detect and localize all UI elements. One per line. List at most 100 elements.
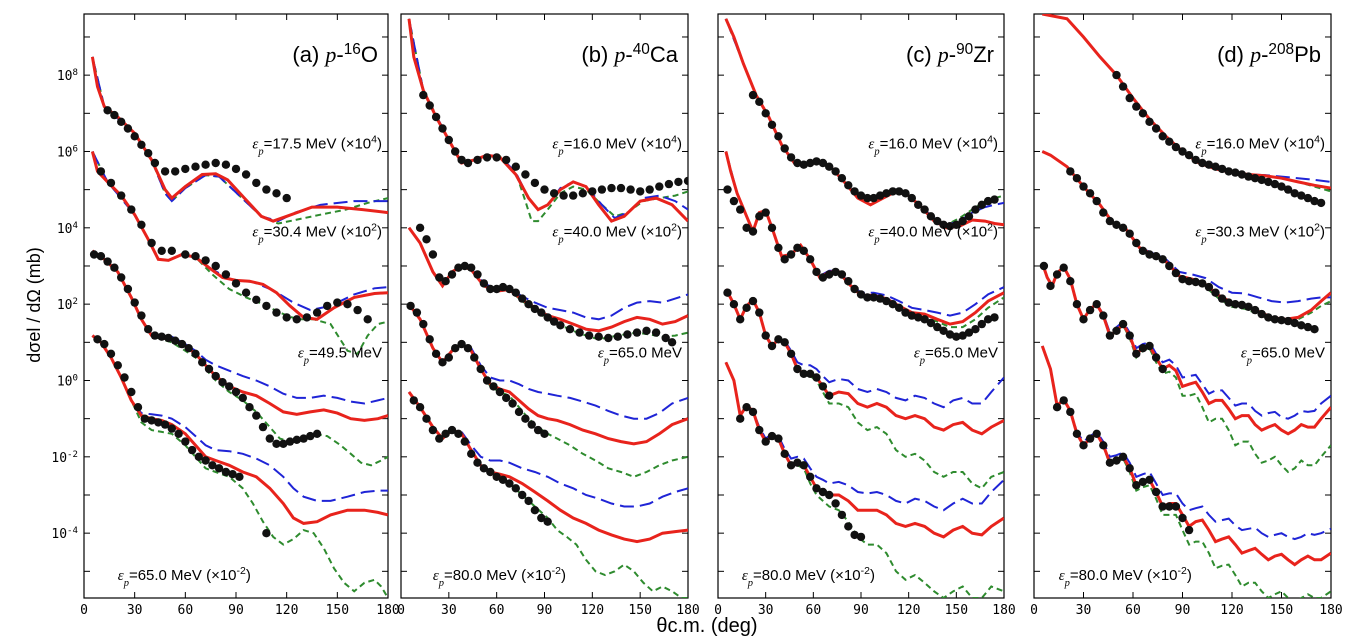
exp-point [642, 326, 651, 335]
exp-point [616, 183, 626, 193]
exp-point [1105, 216, 1115, 226]
exp-point [511, 288, 520, 297]
exp-point [343, 300, 352, 309]
exp-point [1132, 349, 1141, 358]
exp-point [806, 369, 815, 378]
exp-point [1184, 277, 1194, 286]
exp-point [1158, 132, 1167, 141]
exp-point [1132, 102, 1141, 111]
x-tick-label: 120 [897, 603, 920, 618]
exp-point [444, 353, 453, 362]
x-tick-label: 30 [1076, 603, 1092, 618]
exp-point [651, 328, 661, 337]
x-tick-label: 150 [628, 603, 651, 618]
plot-area [406, 18, 688, 598]
exp-point [850, 530, 859, 540]
exp-point [588, 187, 597, 196]
exp-point [1105, 458, 1115, 467]
exp-point [1099, 311, 1108, 320]
exp-point [636, 187, 645, 196]
exp-point [1165, 137, 1174, 146]
exp-point [482, 376, 492, 385]
x-tick-label: 60 [1125, 603, 1141, 618]
exp-point [285, 437, 295, 446]
exp-point [1066, 407, 1075, 417]
exp-point [761, 208, 770, 217]
exp-point [729, 300, 739, 309]
exp-point [958, 331, 967, 340]
exp-point [521, 414, 530, 423]
exp-point [265, 434, 274, 443]
exp-point [1184, 151, 1194, 160]
exp-point [1244, 172, 1253, 181]
exp-point [1151, 487, 1161, 497]
exp-point [225, 382, 234, 391]
curve-blue-dashed [724, 361, 1004, 512]
exp-point [977, 319, 986, 329]
energy-label: εp=16.0 MeV (×104) [868, 133, 998, 157]
exp-point [990, 313, 999, 322]
x-tick-label: 60 [806, 603, 822, 618]
exp-point [786, 250, 796, 259]
exp-point [933, 322, 942, 332]
exp-point [1217, 164, 1227, 174]
exp-point [228, 470, 237, 479]
x-tick-label: 0 [1030, 603, 1038, 618]
x-tick-label: 180 [992, 603, 1015, 618]
exp-point [1118, 319, 1128, 329]
exp-point [1178, 147, 1187, 156]
exp-point [837, 270, 847, 279]
exp-point [1118, 82, 1128, 91]
exp-point [1237, 170, 1247, 179]
exp-point [575, 328, 584, 337]
exp-point [1283, 316, 1293, 326]
exp-point [729, 196, 739, 206]
exp-point [441, 277, 450, 286]
exp-point [306, 431, 315, 441]
exp-point [187, 445, 197, 455]
exp-point [1297, 321, 1306, 330]
exp-point [780, 449, 789, 458]
exp-point [799, 461, 808, 470]
exp-point [130, 298, 139, 307]
exp-point [457, 339, 466, 349]
exp-point [774, 243, 783, 252]
exp-point [667, 338, 677, 347]
exp-point [198, 358, 207, 367]
exp-point [812, 373, 821, 382]
exp-point [755, 212, 764, 221]
exp-point [415, 223, 425, 232]
exp-point [850, 284, 859, 294]
energy-label: εp=80.0 MeV (×10-2) [742, 565, 875, 589]
exp-point [742, 303, 751, 312]
curve-red-solid [724, 361, 1004, 539]
exp-point [939, 220, 948, 229]
plot-area [723, 18, 1004, 598]
exp-point [201, 456, 210, 465]
exp-point [1059, 396, 1068, 405]
exp-point [160, 420, 170, 429]
energy-label: εp=65.0 MeV [598, 345, 682, 367]
exp-point [920, 315, 929, 324]
energy-label: εp=40.0 MeV (×102) [552, 221, 682, 245]
y-axis-label: dσel / dΩ (mb) [24, 247, 44, 363]
exp-point [748, 90, 758, 100]
exp-point [1125, 93, 1134, 103]
exp-point [272, 189, 281, 198]
exp-point [1250, 174, 1260, 183]
exp-point [157, 332, 166, 341]
exp-point [524, 300, 533, 309]
exp-point [825, 391, 834, 400]
exp-point [1099, 441, 1108, 450]
exp-point [221, 467, 231, 477]
exp-point [1237, 300, 1247, 310]
exp-point [181, 250, 190, 259]
exp-point [174, 429, 183, 438]
curve-red-solid [407, 303, 688, 446]
exp-point [626, 185, 635, 194]
exp-point [1224, 167, 1233, 176]
exp-point [952, 332, 961, 341]
exp-point [184, 344, 193, 353]
exp-point [594, 332, 603, 341]
exp-point [1178, 513, 1187, 523]
